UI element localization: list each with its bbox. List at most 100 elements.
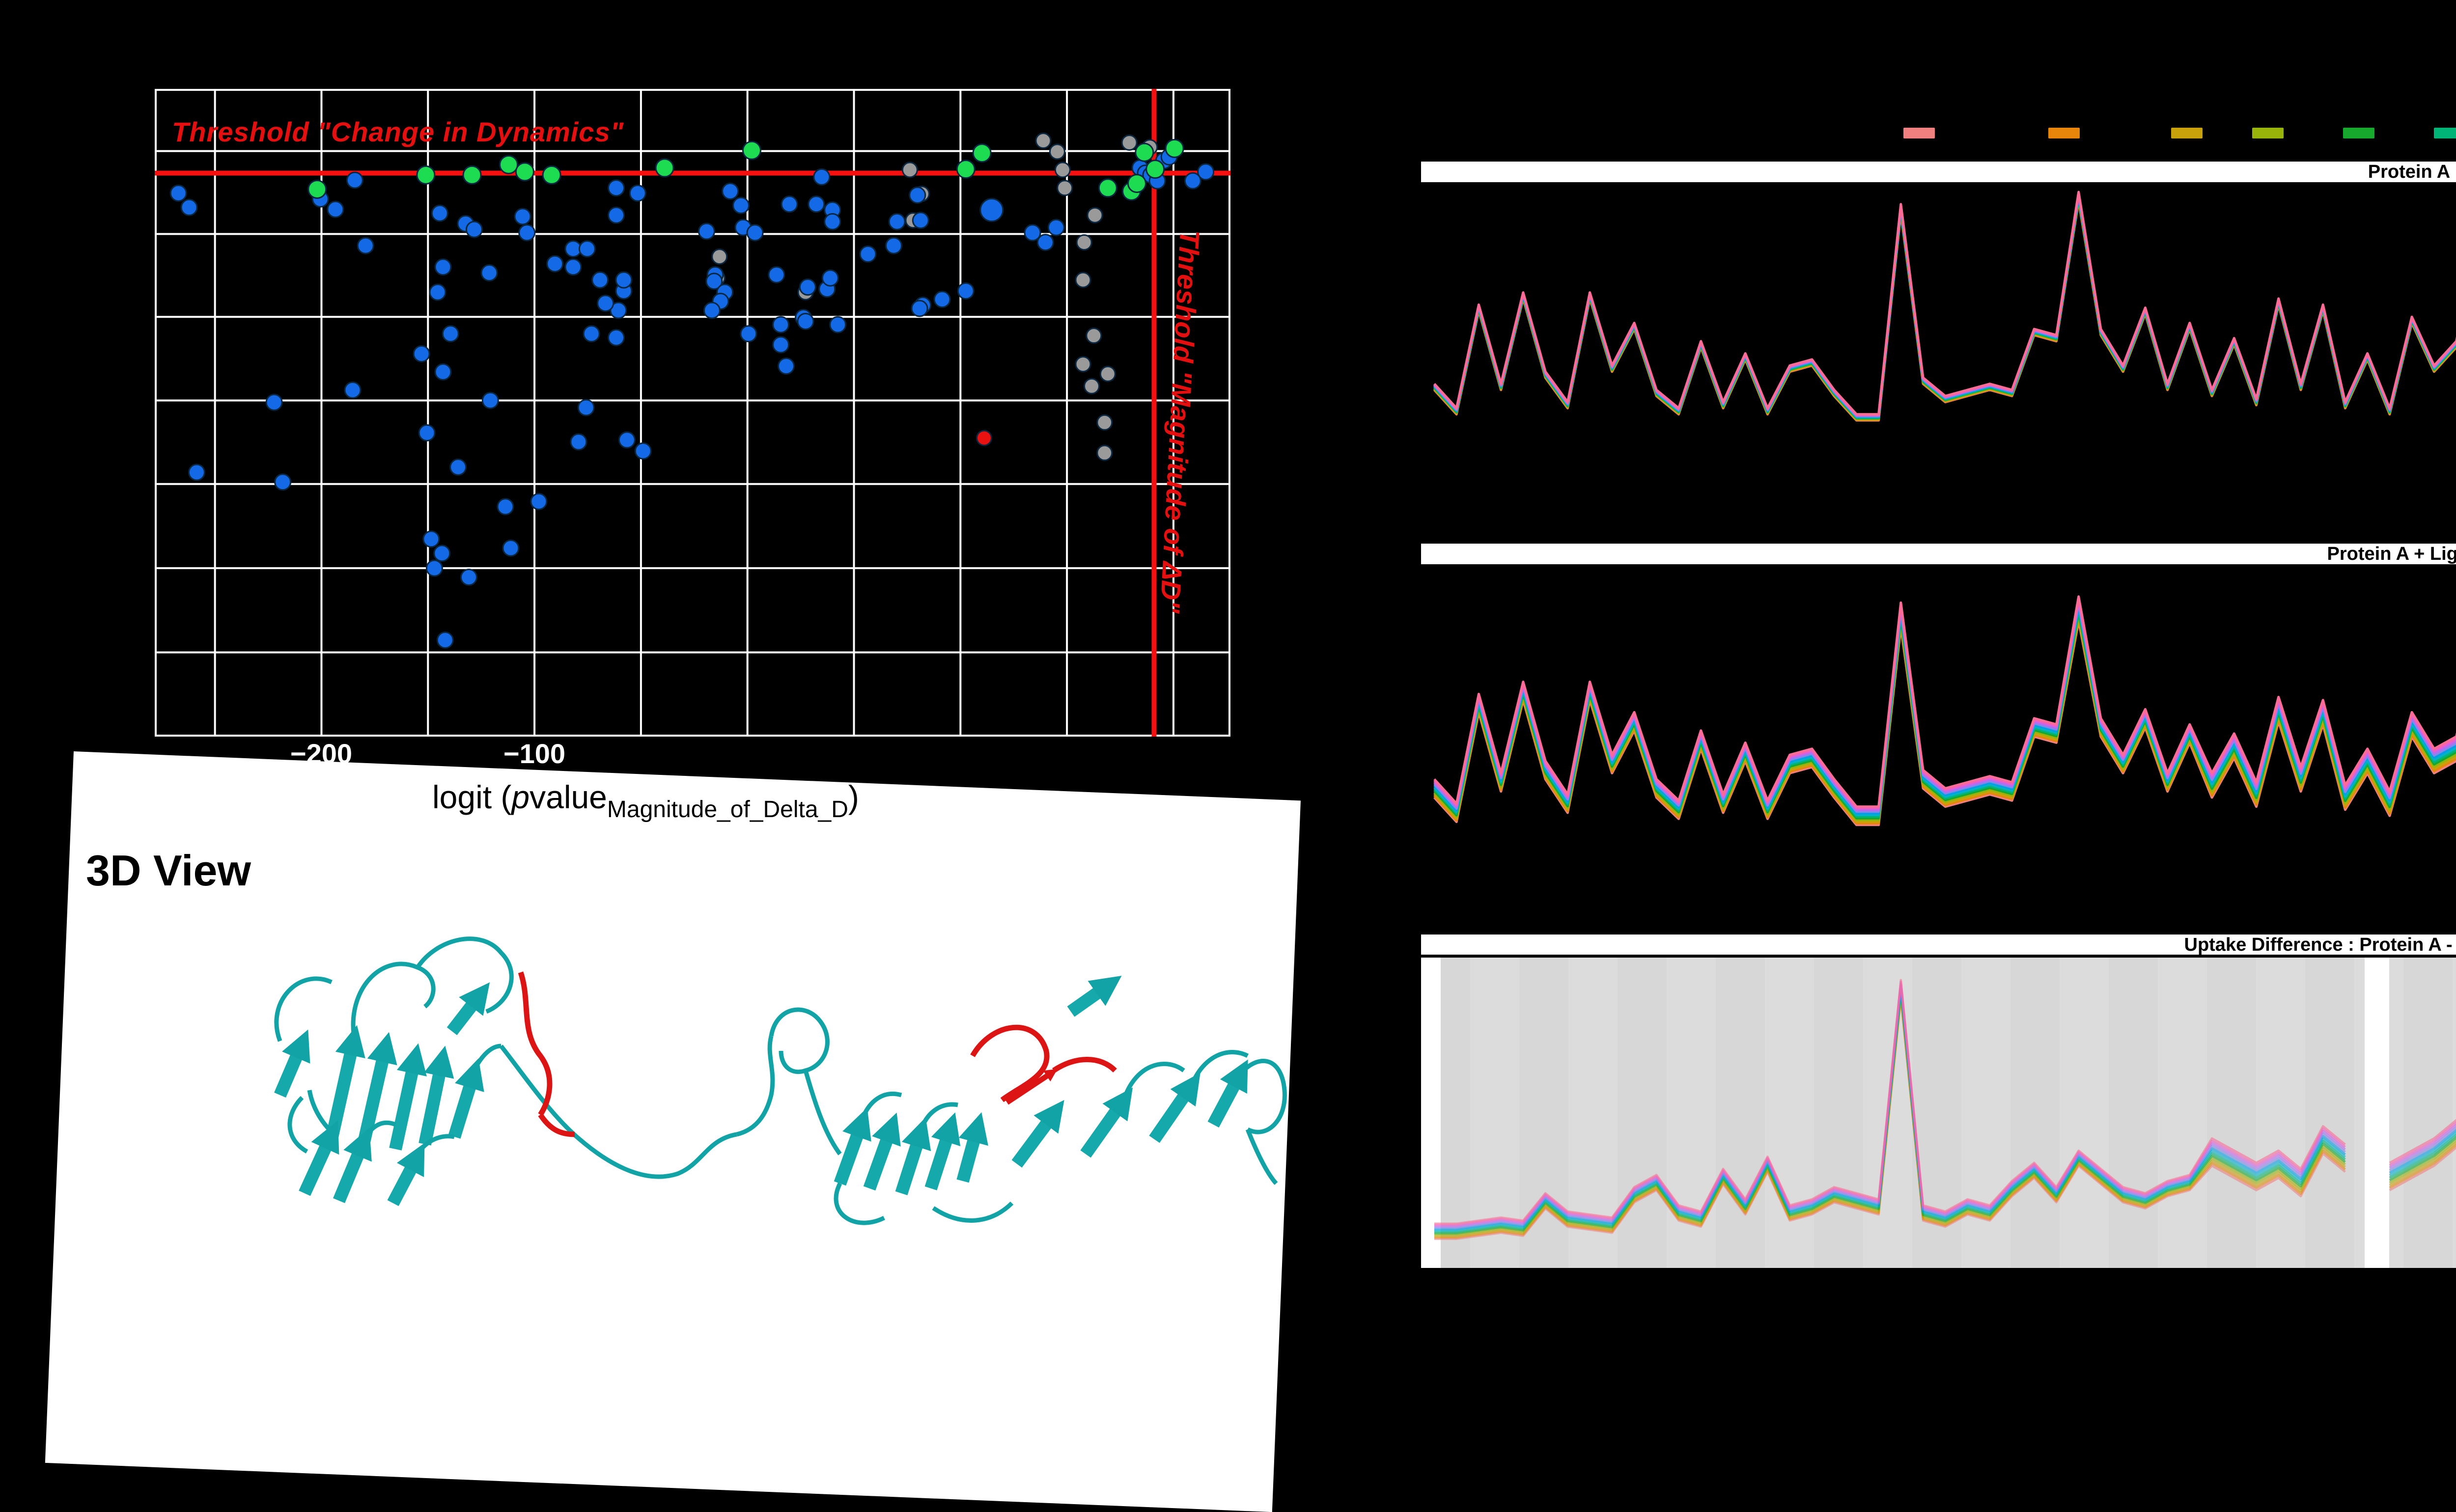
volcano-point[interactable] <box>1050 144 1064 159</box>
volcano-point[interactable] <box>435 364 451 380</box>
volcano-point[interactable] <box>592 272 608 288</box>
volcano-point[interactable] <box>957 161 975 178</box>
uptake-chart-protein-a[interactable] <box>1421 182 2456 526</box>
volcano-point[interactable] <box>1037 235 1053 250</box>
volcano-point[interactable] <box>1048 220 1064 235</box>
volcano-point[interactable] <box>747 225 763 241</box>
volcano-point[interactable] <box>1097 445 1112 460</box>
volcano-point[interactable] <box>902 163 917 177</box>
volcano-point[interactable] <box>1077 235 1091 250</box>
volcano-point[interactable] <box>1100 366 1115 381</box>
volcano-point[interactable] <box>463 166 481 184</box>
volcano-point[interactable] <box>435 259 451 275</box>
volcano-point[interactable] <box>830 317 846 332</box>
protein-ribbon-3d[interactable] <box>206 908 1297 1332</box>
volcano-point[interactable] <box>889 214 905 229</box>
volcano-point[interactable] <box>189 465 204 480</box>
volcano-point[interactable] <box>358 238 373 253</box>
volcano-point[interactable] <box>543 166 560 184</box>
volcano-point[interactable] <box>500 156 518 173</box>
volcano-point[interactable] <box>430 284 446 300</box>
volcano-point[interactable] <box>886 238 902 253</box>
volcano-point[interactable] <box>698 223 714 239</box>
volcano-point[interactable] <box>275 474 291 490</box>
volcano-point[interactable] <box>466 221 482 237</box>
volcano-point[interactable] <box>1136 143 1153 161</box>
volcano-point[interactable] <box>519 225 535 241</box>
volcano-point[interactable] <box>426 560 442 576</box>
volcano-point[interactable] <box>579 241 595 257</box>
volcano-point[interactable] <box>434 546 450 561</box>
volcano-point[interactable] <box>1128 175 1145 192</box>
volcano-point[interactable] <box>1058 181 1072 195</box>
volcano-point[interactable] <box>733 197 749 213</box>
volcano-point[interactable] <box>181 199 197 215</box>
volcano-point[interactable] <box>814 169 830 185</box>
volcano-point[interactable] <box>461 570 476 585</box>
volcano-point[interactable] <box>450 459 466 475</box>
volcano-point[interactable] <box>781 196 797 212</box>
volcano-point[interactable] <box>723 183 738 199</box>
volcano-point[interactable] <box>773 317 789 332</box>
volcano-point[interactable] <box>565 259 581 275</box>
volcano-point[interactable] <box>481 265 497 281</box>
volcano-point[interactable] <box>825 214 840 229</box>
volcano-point[interactable] <box>704 302 720 318</box>
volcano-point[interactable] <box>419 425 435 440</box>
volcano-point[interactable] <box>417 166 435 184</box>
volcano-point[interactable] <box>571 434 586 450</box>
volcano-point[interactable] <box>743 141 760 159</box>
volcano-point[interactable] <box>656 159 673 177</box>
volcano-point[interactable] <box>1088 208 1102 222</box>
volcano-point[interactable] <box>1076 357 1090 372</box>
volcano-point[interactable] <box>912 301 927 316</box>
volcano-point[interactable] <box>1076 273 1090 287</box>
volcano-point[interactable] <box>432 205 447 221</box>
volcano-point[interactable] <box>414 346 429 361</box>
volcano-point[interactable] <box>809 196 824 212</box>
volcano-point[interactable] <box>609 207 624 223</box>
volcano-point[interactable] <box>958 283 974 299</box>
volcano-point[interactable] <box>609 330 624 345</box>
uptake-chart-protein-a-ligand[interactable] <box>1421 564 2456 908</box>
volcano-point[interactable] <box>619 432 635 448</box>
volcano-point[interactable] <box>822 270 838 286</box>
volcano-point[interactable] <box>1146 161 1164 178</box>
volcano-point[interactable] <box>798 314 813 330</box>
volcano-point[interactable] <box>1099 179 1116 197</box>
volcano-point[interactable] <box>531 494 547 509</box>
volcano-point[interactable] <box>1055 163 1070 177</box>
volcano-point[interactable] <box>443 326 458 342</box>
volcano-point[interactable] <box>347 172 363 188</box>
volcano-point[interactable] <box>779 358 794 374</box>
volcano-point[interactable] <box>769 267 784 283</box>
volcano-point[interactable] <box>584 326 599 342</box>
volcano-point[interactable] <box>1166 139 1183 157</box>
volcano-point[interactable] <box>423 531 439 547</box>
volcano-point[interactable] <box>1122 135 1137 150</box>
volcano-point[interactable] <box>980 199 1003 221</box>
volcano-point[interactable] <box>800 279 815 295</box>
volcano-point[interactable] <box>1185 173 1200 189</box>
volcano-point[interactable] <box>860 246 876 262</box>
volcano-point[interactable] <box>170 185 186 201</box>
volcano-point[interactable] <box>482 392 498 408</box>
uptake-difference-chart[interactable] <box>1421 958 2456 1268</box>
volcano-point[interactable] <box>712 249 727 264</box>
volcano-point[interactable] <box>773 337 789 353</box>
volcano-point[interactable] <box>1087 329 1101 343</box>
volcano-point[interactable] <box>1036 134 1051 148</box>
volcano-point[interactable] <box>934 292 950 307</box>
volcano-point[interactable] <box>609 180 624 196</box>
volcano-point[interactable] <box>515 209 530 224</box>
volcano-point[interactable] <box>1097 415 1112 430</box>
volcano-point[interactable] <box>630 185 645 201</box>
volcano-point[interactable] <box>910 187 925 203</box>
volcano-point[interactable] <box>345 382 361 398</box>
volcano-point[interactable] <box>977 431 991 445</box>
volcano-point[interactable] <box>616 272 632 288</box>
volcano-point[interactable] <box>635 443 651 459</box>
volcano-point[interactable] <box>266 394 282 410</box>
volcano-point[interactable] <box>437 632 453 648</box>
volcano-point[interactable] <box>913 213 928 228</box>
